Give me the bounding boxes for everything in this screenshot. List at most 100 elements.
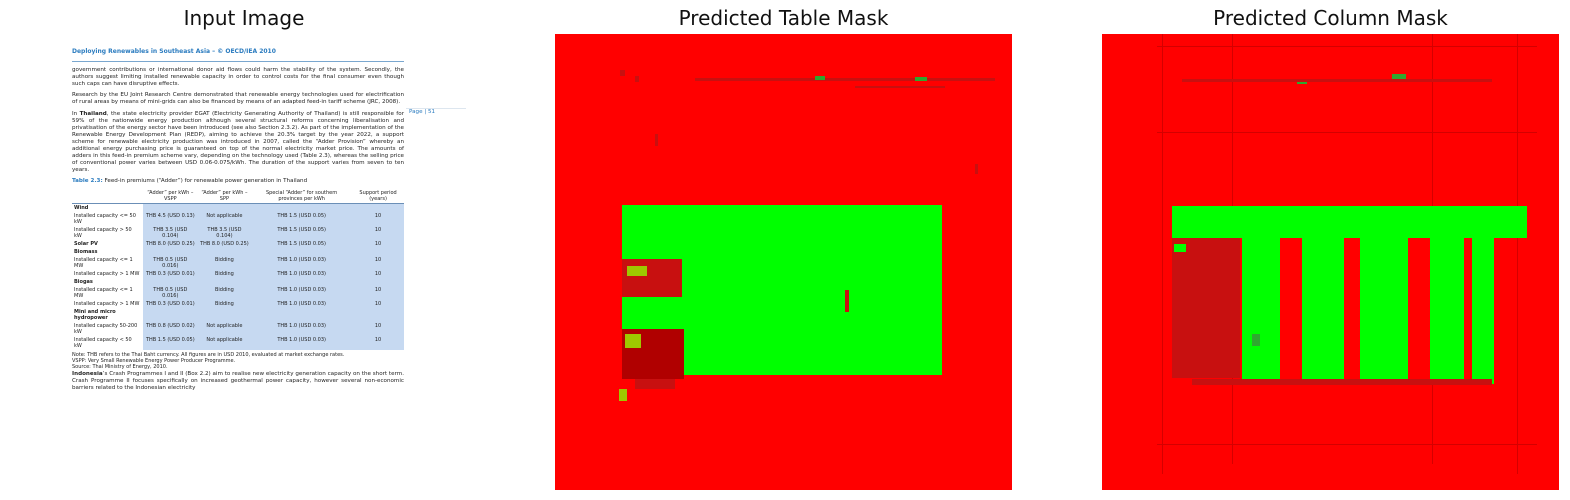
table-cell (352, 307, 404, 322)
table-cell (251, 277, 353, 286)
table-header-cell: Support period (years) (352, 188, 404, 204)
table-cell (352, 277, 404, 286)
table-row: Installed capacity > 50 kW THB 3.5 (USD 0… (72, 225, 404, 240)
table-cell (352, 247, 404, 256)
table-cell: THB 0.3 (USD 0.01) (142, 299, 198, 308)
table-cell: 10 (352, 239, 404, 248)
table-cell (251, 247, 353, 256)
paragraph-3: In Thailand, the state electricity provi… (72, 111, 404, 175)
closing-bold: Indonesia (72, 370, 103, 377)
table-cell: 10 (352, 269, 404, 278)
table-cell (197, 247, 252, 256)
column-mask-3 (1360, 234, 1408, 384)
header-noise (1182, 79, 1492, 82)
table-cell: Bidding (197, 269, 252, 278)
paragraph-3-lead: In (72, 110, 80, 117)
table-cell: Bidding (197, 285, 252, 300)
table-cell: THB 3.5 (USD 0.104) (197, 225, 252, 240)
table-cell: 10 (352, 299, 404, 308)
column-mask-5 (1472, 208, 1494, 384)
table-cell: THB 0.3 (USD 0.01) (142, 269, 198, 278)
table-cell: Bidding (197, 299, 252, 308)
table-cell: 10 (352, 285, 404, 300)
table-cell: 10 (352, 211, 404, 226)
table-cell: THB 1.0 (USD 0.03) (251, 269, 353, 278)
table-row: Wind (72, 203, 404, 212)
row-label: Installed capacity > 50 kW (74, 226, 132, 239)
table-header-cell: Special “Adder” for southern provinces p… (251, 188, 353, 204)
row-label: Installed capacity 50-200 kW (74, 322, 138, 335)
input-image-title: Input Image (183, 6, 305, 30)
row-label: Wind (74, 204, 89, 211)
table-cell: 10 (352, 335, 404, 350)
table-cell (197, 203, 252, 212)
column-header-band (1172, 206, 1527, 238)
table-cell: THB 1.0 (USD 0.03) (251, 255, 353, 270)
table-row: Installed capacity <= 1 MW THB 0.5 (USD 0… (72, 255, 404, 270)
mask-gap-1 (622, 259, 682, 297)
table-caption: Table 2.3: Feed-in premiums (“Adder”) fo… (72, 178, 404, 185)
table-cell: Not applicable (197, 321, 252, 336)
paragraph-3-rest: , the state electricity provider EGAT (E… (72, 110, 404, 174)
column-mask-4 (1430, 234, 1464, 384)
table-row: Installed capacity < 50 kW THB 1.5 (USD 0… (72, 335, 404, 350)
column-mask-title: Predicted Column Mask (1213, 6, 1448, 30)
row-label: Installed capacity <= 1 MW (74, 286, 133, 299)
table-cell (251, 203, 353, 212)
note-1: Note: THB refers to the Thai Baht curren… (72, 351, 345, 358)
paragraph-2: Research by the EU Joint Research Centre… (72, 92, 404, 106)
table-cell (197, 307, 252, 322)
table-cell: 10 (352, 321, 404, 336)
row-label: Installed capacity < 50 kW (74, 336, 132, 349)
table-cell (352, 203, 404, 212)
row-label: Biomass (74, 248, 98, 255)
table-row: Biogas (72, 277, 404, 286)
table-row: Installed capacity > 1 MW THB 0.3 (USD 0.… (72, 299, 404, 308)
closing-paragraph: Indonesia’s Crash Programmes I and II (B… (72, 371, 404, 392)
table-cell: THB 1.0 (USD 0.03) (251, 321, 353, 336)
table-row: Installed capacity 50-200 kW THB 0.8 (USD… (72, 321, 404, 336)
row-label: Solar PV (74, 240, 98, 247)
table-cell: THB 1.5 (USD 0.05) (251, 211, 353, 226)
table-caption-text: Feed-in premiums (“Adder”) for renewable… (102, 178, 308, 185)
table-cell: THB 1.0 (USD 0.03) (251, 299, 353, 308)
closing-rest: ’s Crash Programmes I and II (Box 2.2) a… (72, 370, 404, 391)
row-label: Mini and micro hydropower (74, 308, 116, 321)
table-cell (142, 203, 198, 212)
table-header-cell: “Adder” per kWh – VSPP (142, 188, 198, 204)
row-label: Installed capacity > 1 MW (74, 300, 140, 307)
column-mask-1 (1242, 234, 1280, 384)
row-label: Installed capacity <= 1 MW (74, 256, 133, 269)
table-cell: THB 1.5 (USD 0.05) (251, 225, 353, 240)
table-cell: THB 1.0 (USD 0.03) (251, 335, 353, 350)
column-mask-panel (1102, 34, 1559, 490)
table-cell (142, 247, 198, 256)
row-label: Biogas (74, 278, 93, 285)
table-mask-title: Predicted Table Mask (678, 6, 889, 30)
table-cell: THB 4.5 (USD 0.13) (142, 211, 198, 226)
paragraph-1: government contributions or internationa… (72, 67, 404, 88)
margin-rule (406, 108, 466, 109)
table-cell: Bidding (197, 255, 252, 270)
paragraph-3-bold: Thailand (79, 110, 107, 117)
header-rule (72, 61, 404, 63)
column-mask-2 (1302, 234, 1344, 384)
table-row: Mini and micro hydropower (72, 307, 404, 322)
table-caption-label: Table 2.3: (72, 178, 103, 185)
table-mask-panel (555, 34, 1012, 490)
table-cell: THB 1.5 (USD 0.05) (251, 239, 353, 248)
table-cell: THB 0.5 (USD 0.016) (142, 255, 198, 270)
row-label: Installed capacity > 1 MW (74, 270, 140, 277)
label-column-gap (1172, 238, 1240, 378)
table-cell (251, 307, 353, 322)
table-cell: Not applicable (197, 335, 252, 350)
feed-in-table: “Adder” per kWh – VSPP “Adder” per kWh – … (72, 188, 404, 350)
table-row: Installed capacity > 1 MW THB 0.3 (USD 0.… (72, 269, 404, 278)
table-cell: 10 (352, 255, 404, 270)
table-cell: THB 1.0 (USD 0.03) (251, 285, 353, 300)
table-row: Biomass (72, 247, 404, 256)
table-cell: THB 8.0 (USD 0.25) (197, 239, 252, 248)
table-cell (142, 307, 198, 322)
table-header-cell: “Adder” per kWh – SPP (197, 188, 252, 204)
table-cell: THB 1.5 (USD 0.05) (142, 335, 198, 350)
